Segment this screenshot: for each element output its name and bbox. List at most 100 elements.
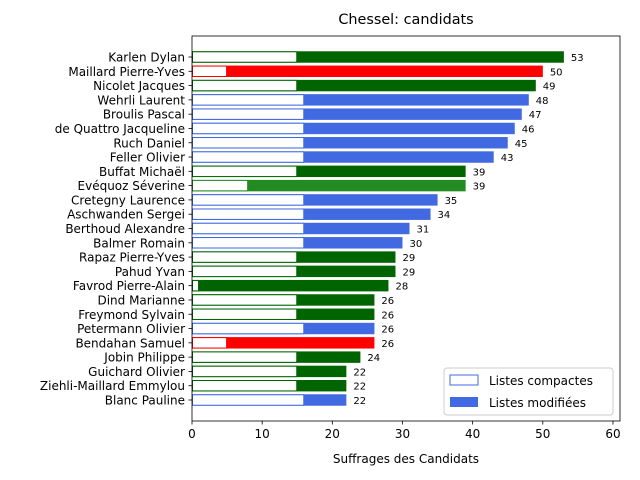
y-tick-label: de Quattro Jacqueline bbox=[55, 122, 185, 136]
bar-compactes bbox=[192, 194, 305, 206]
y-tick-label: Nicolet Jacques bbox=[93, 79, 185, 93]
y-tick-label: Dind Marianne bbox=[97, 293, 185, 307]
bar-compactes bbox=[192, 251, 298, 263]
bar-total bbox=[192, 151, 494, 163]
bar-compactes bbox=[192, 337, 228, 349]
value-label: 26 bbox=[381, 310, 394, 321]
value-label: 46 bbox=[522, 124, 535, 135]
legend-swatch-compactes bbox=[449, 374, 479, 386]
chart-title: Chessel: candidats bbox=[338, 12, 473, 28]
y-tick-label: Bendahan Samuel bbox=[75, 336, 185, 350]
y-tick-label: Karlen Dylan bbox=[108, 51, 185, 65]
y-tick-label: Balmer Romain bbox=[93, 236, 185, 250]
y-tick-label: Feller Olivier bbox=[110, 151, 185, 165]
value-label: 48 bbox=[536, 96, 549, 107]
bar-compactes bbox=[192, 237, 305, 249]
value-label: 47 bbox=[529, 110, 542, 121]
value-label: 22 bbox=[353, 396, 366, 407]
x-tick-label: 0 bbox=[188, 427, 196, 441]
bar-total bbox=[192, 137, 508, 149]
bar-compactes bbox=[192, 294, 298, 306]
bar-total bbox=[192, 51, 564, 63]
bar-total bbox=[192, 208, 431, 220]
x-axis: 0 10 20 30 40 50 60 bbox=[188, 421, 621, 441]
bar-compactes bbox=[192, 94, 305, 106]
bar-compactes bbox=[192, 279, 200, 292]
y-tick-label: Evéquoz Séverine bbox=[78, 179, 185, 193]
x-tick-label: 10 bbox=[255, 427, 270, 441]
bars-group bbox=[192, 51, 564, 406]
x-tick-label: 30 bbox=[395, 427, 410, 441]
value-label: 22 bbox=[353, 367, 366, 378]
value-label: 24 bbox=[367, 353, 380, 364]
value-label: 26 bbox=[381, 296, 394, 307]
plot-frame bbox=[191, 35, 621, 422]
bar-compactes bbox=[192, 351, 298, 363]
legend-label-compactes: Listes compactes bbox=[489, 374, 593, 388]
bar-compactes bbox=[192, 108, 305, 120]
bar-compactes bbox=[192, 308, 298, 320]
bar-total bbox=[192, 122, 515, 135]
y-tick-label: Guichard Olivier bbox=[88, 365, 185, 379]
value-label: 49 bbox=[543, 82, 556, 93]
y-tick-label: Ziehli-Maillard Emmylou bbox=[40, 379, 185, 393]
bar-total bbox=[192, 79, 536, 92]
x-tick-label: 50 bbox=[535, 427, 550, 441]
bar-compactes bbox=[192, 208, 305, 220]
bar-compactes bbox=[192, 179, 249, 192]
value-labels: 5350494847464543393935343130292928262626… bbox=[353, 53, 583, 407]
legend: Listes compactes Listes modifiées bbox=[443, 367, 614, 416]
bar-total bbox=[192, 165, 466, 178]
bar-compactes bbox=[192, 394, 305, 406]
x-tick-label: 20 bbox=[325, 427, 340, 441]
value-label: 50 bbox=[550, 67, 563, 78]
bar-compactes bbox=[192, 65, 228, 78]
x-tick-label: 60 bbox=[605, 427, 620, 441]
bar-compactes bbox=[192, 151, 305, 163]
value-label: 26 bbox=[381, 325, 394, 336]
value-label: 29 bbox=[402, 267, 415, 278]
bar-total bbox=[192, 194, 438, 206]
y-tick-label: Maillard Pierre-Yves bbox=[68, 65, 185, 79]
value-label: 35 bbox=[445, 196, 458, 207]
bar-compactes bbox=[192, 265, 298, 278]
y-tick-label: Wehrli Laurent bbox=[97, 93, 185, 107]
bar-compactes bbox=[192, 79, 298, 92]
y-tick-label: Freymond Sylvain bbox=[78, 308, 185, 322]
bar-total bbox=[192, 279, 389, 292]
bar-compactes bbox=[192, 379, 298, 392]
y-tick-label: Berthoud Alexandre bbox=[65, 222, 185, 236]
value-label: 39 bbox=[473, 182, 486, 193]
bar-total bbox=[192, 179, 466, 192]
bar-total bbox=[192, 65, 543, 78]
legend-box bbox=[443, 367, 614, 416]
value-label: 31 bbox=[417, 225, 430, 236]
bar-total bbox=[192, 337, 375, 349]
value-label: 30 bbox=[409, 239, 422, 250]
value-label: 39 bbox=[473, 167, 486, 178]
y-tick-label: Ruch Daniel bbox=[113, 136, 185, 150]
bar-compactes bbox=[192, 122, 305, 135]
value-label: 43 bbox=[501, 153, 514, 164]
bar-compactes bbox=[192, 322, 305, 335]
y-tick-label: Favrod Pierre-Alain bbox=[73, 279, 185, 293]
y-tick-label: Blanc Pauline bbox=[105, 394, 185, 408]
bar-total bbox=[192, 108, 522, 120]
value-label: 53 bbox=[571, 53, 584, 64]
x-tick-label: 40 bbox=[465, 427, 480, 441]
bar-compactes bbox=[192, 222, 305, 235]
y-tick-label: Buffat Michaël bbox=[99, 165, 185, 179]
legend-swatch-modifiees bbox=[450, 397, 478, 407]
y-tick-label: Pahud Yvan bbox=[115, 265, 185, 279]
y-tick-label: Petermann Olivier bbox=[77, 322, 185, 336]
y-tick-label: Aschwanden Sergei bbox=[67, 208, 185, 222]
y-tick-label: Broulis Pascal bbox=[103, 108, 185, 122]
value-label: 28 bbox=[395, 282, 408, 293]
bar-compactes bbox=[192, 165, 298, 178]
value-label: 34 bbox=[438, 210, 451, 221]
y-tick-label: Rapaz Pierre-Yves bbox=[79, 251, 185, 265]
y-tick-label: Cretegny Laurence bbox=[71, 193, 185, 207]
bar-compactes bbox=[192, 365, 298, 378]
x-axis-label: Suffrages des Candidats bbox=[333, 452, 479, 466]
